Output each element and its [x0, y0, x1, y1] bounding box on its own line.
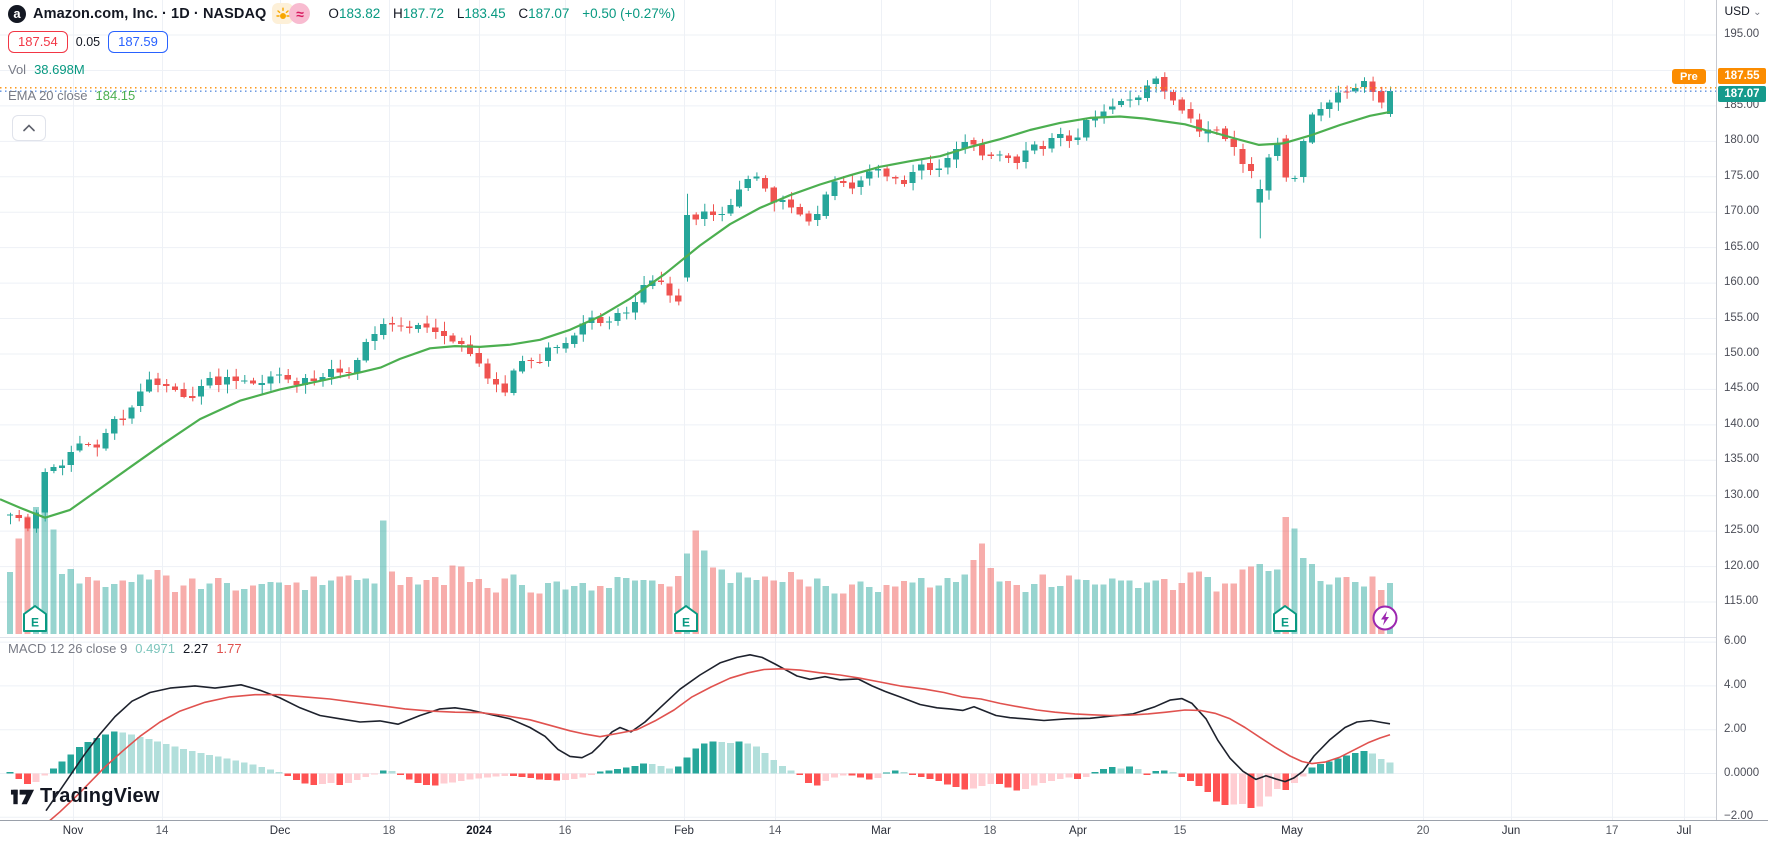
time-tick-label: Nov [62, 825, 84, 837]
macd-tick-label: 6.00 [1724, 635, 1747, 648]
price-tick-label: 180.00 [1724, 134, 1760, 147]
time-tick-label: 20 [1416, 825, 1430, 837]
price-tick-label: 140.00 [1724, 417, 1760, 430]
price-tick-label: 175.00 [1724, 169, 1760, 182]
time-tick-label: 14 [155, 825, 169, 837]
price-tick-label: 160.00 [1724, 276, 1760, 289]
premarket-sun-icon[interactable] [272, 3, 294, 24]
time-tick-label: Jul [1676, 825, 1692, 837]
macd-tick-label: 4.00 [1724, 678, 1747, 691]
premarket-price-label: 187.55 [1718, 68, 1766, 84]
time-tick-label: 16 [558, 825, 572, 837]
time-tick-label: 15 [1173, 825, 1187, 837]
ohlc-readout: O183.82 H187.72 L183.45 C187.07 +0.50 (+… [328, 6, 676, 21]
macd-tick-label: 0.0000 [1724, 766, 1760, 779]
time-tick-label: 17 [1605, 825, 1619, 837]
price-tick-label: 115.00 [1724, 595, 1759, 607]
volume-legend[interactable]: Vol 38.698M [8, 61, 85, 77]
svg-text:E: E [682, 616, 690, 630]
tradingview-watermark[interactable]: TradingView [10, 784, 160, 809]
earnings-icon[interactable]: E [674, 605, 698, 632]
amazon-logo: a [8, 4, 26, 23]
svg-text:E: E [1281, 616, 1289, 630]
price-tick-label: 120.00 [1724, 559, 1760, 572]
event-lightning-icon[interactable] [1372, 605, 1398, 631]
time-tick-label: 18 [983, 825, 997, 837]
earnings-icon[interactable]: E [23, 605, 47, 632]
currency-selector[interactable]: USD ⌄ [1724, 4, 1762, 18]
price-tick-label: 150.00 [1724, 346, 1760, 359]
svg-text:E: E [31, 616, 39, 630]
time-tick-label: 18 [382, 825, 396, 837]
sell-bid-button[interactable]: 187.54 [8, 30, 68, 54]
change-readout: +0.50 (+0.27%) [582, 6, 676, 21]
time-tick-label: Apr [1069, 825, 1087, 837]
time-axis[interactable]: Nov 14 Dec 18 2024 16 Feb 14 Mar 18 Apr 15 May 20 Jun 1… [0, 820, 1768, 843]
price-tick-label: 165.00 [1724, 240, 1760, 253]
symbol-legend: a Amazon.com, Inc. · 1D · NASDAQ ≈ O183.… [8, 0, 675, 107]
time-tick-label: May [1281, 825, 1303, 837]
price-axis[interactable]: USD ⌄ 195.00 185.00 180.00 175.00 170.00 165.… [1716, 0, 1768, 842]
time-tick-label: Dec [269, 825, 291, 837]
collapse-legend-button[interactable] [12, 115, 46, 141]
time-tick-label: 2024 [466, 825, 492, 837]
extended-hours-icon[interactable]: ≈ [289, 3, 311, 24]
price-tick-label: 195.00 [1724, 28, 1760, 40]
time-tick-label: Feb [674, 825, 694, 837]
price-tick-label: 130.00 [1724, 488, 1760, 501]
price-tick-label: 135.00 [1724, 453, 1760, 466]
macd-legend[interactable]: MACD 12 26 close 9 0.4971 2.27 1.77 [8, 641, 242, 656]
price-tick-label: 125.00 [1724, 524, 1760, 537]
chevron-up-icon [23, 124, 35, 132]
tradingview-logo-icon [10, 789, 35, 805]
price-tick-label: 155.00 [1724, 311, 1760, 324]
last-price-label: 187.07 [1718, 86, 1766, 102]
macd-tick-label: −2.00 [1724, 810, 1754, 823]
buy-ask-button[interactable]: 187.59 [108, 30, 168, 54]
ema-legend[interactable]: EMA 20 close 184.15 [8, 87, 136, 103]
time-tick-label: Mar [871, 825, 891, 837]
time-tick-label: 14 [768, 825, 782, 837]
macd-tick-label: 2.00 [1724, 722, 1747, 735]
price-tick-label: 170.00 [1724, 205, 1760, 218]
spread-value: 0.05 [75, 35, 101, 49]
price-tick-label: 145.00 [1724, 382, 1760, 395]
chevron-down-icon: ⌄ [1753, 7, 1762, 18]
symbol-title[interactable]: Amazon.com, Inc. · 1D · NASDAQ [33, 5, 267, 22]
time-tick-label: Jun [1501, 825, 1521, 837]
premarket-pill: Pre [1672, 69, 1706, 84]
earnings-icon[interactable]: E [1273, 605, 1297, 632]
